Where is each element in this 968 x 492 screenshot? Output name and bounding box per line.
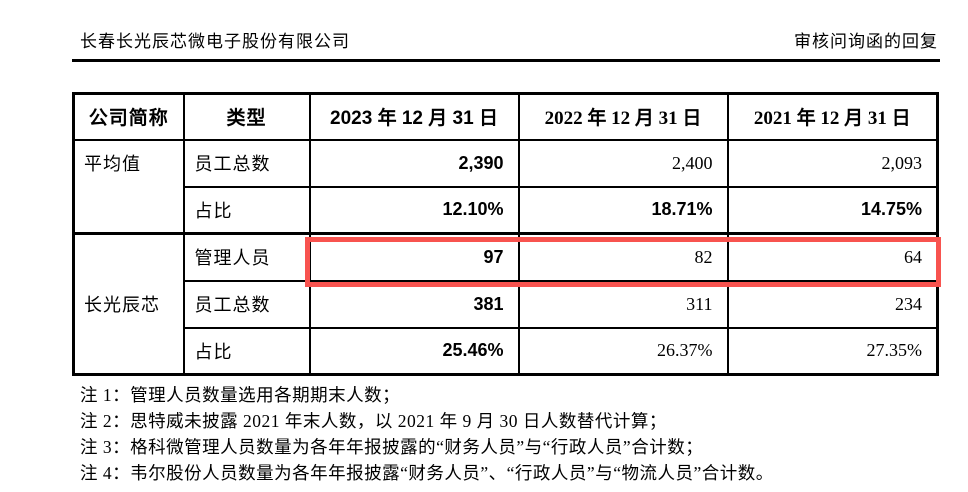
cell-value: 381 [308,279,520,329]
col-header-2023: 2023 年 12 月 31 日 [308,92,520,141]
cell-value: 27.35% [726,326,939,376]
employee-table-wrap: 公司简称 类型 2023 年 12 月 31 日 2022 年 12 月 31 … [72,92,941,376]
table-row-average-ratio: 占比 12.10% 18.71% 14.75% [74,185,939,235]
cell-value: 25.46% [308,326,520,376]
col-header-2022: 2022 年 12 月 31 日 [517,92,729,141]
cell-value-highlighted: 82 [517,232,729,282]
footnotes: 注 1：管理人员数量选用各期期末人数； 注 2：思特威未披露 2021 年末人数… [80,382,948,486]
cell-value: 2,400 [517,138,729,188]
type-label: 员工总数 [182,138,311,188]
footnote-3: 注 3：格科微管理人员数量为各年年报披露的“财务人员”与“行政人员”合计数； [80,437,704,457]
table-header-row: 公司简称 类型 2023 年 12 月 31 日 2022 年 12 月 31 … [72,92,939,141]
cell-value: 14.75% [726,185,939,235]
footnote-2: 注 2：思特威未披露 2021 年末人数，以 2021 年 9 月 30 日人数… [80,411,667,431]
footnote-1: 注 1：管理人员数量选用各期期末人数； [80,385,401,405]
cell-value-highlighted: 97 [308,232,520,282]
cell-value: 18.71% [517,185,729,235]
table-row-company-ratio: 占比 25.46% 26.37% 27.35% [74,326,939,376]
cell-value: 26.37% [517,326,729,376]
type-label: 管理人员 [182,232,311,282]
page-header: 长春长光辰芯微电子股份有限公司 审核问询函的回复 [80,27,938,52]
cell-value: 311 [517,279,729,329]
table-row-average-total: 平均值 员工总数 2,390 2,400 2,093 [72,138,939,235]
document-title: 审核问询函的回复 [794,32,938,51]
cell-value: 12.10% [308,185,520,235]
cell-value-highlighted: 64 [726,232,939,282]
table-row-company-total: 员工总数 381 311 234 [74,279,939,329]
group-label-average: 平均值 [72,138,185,235]
type-label: 占比 [182,185,311,235]
company-name: 长春长光辰芯微电子股份有限公司 [80,32,350,51]
footnote-4: 注 4：韦尔股份人员数量为各年年报披露“财务人员”、“行政人员”与“物流人员”合… [80,463,774,483]
col-header-company-abbrev: 公司简称 [72,92,185,141]
cell-value: 234 [726,279,939,329]
cell-value: 2,093 [726,138,939,188]
col-header-type: 类型 [182,92,311,141]
col-header-2021: 2021 年 12 月 31 日 [726,92,939,141]
cell-value: 2,390 [308,138,520,188]
group-label-company: 长光辰芯 [72,232,185,376]
employee-comparison-table: 公司简称 类型 2023 年 12 月 31 日 2022 年 12 月 31 … [72,92,939,376]
type-label: 占比 [182,326,311,376]
type-label: 员工总数 [182,279,311,329]
table-row-company-managers: 长光辰芯 管理人员 97 82 64 [72,232,939,376]
header-rule [72,59,940,62]
